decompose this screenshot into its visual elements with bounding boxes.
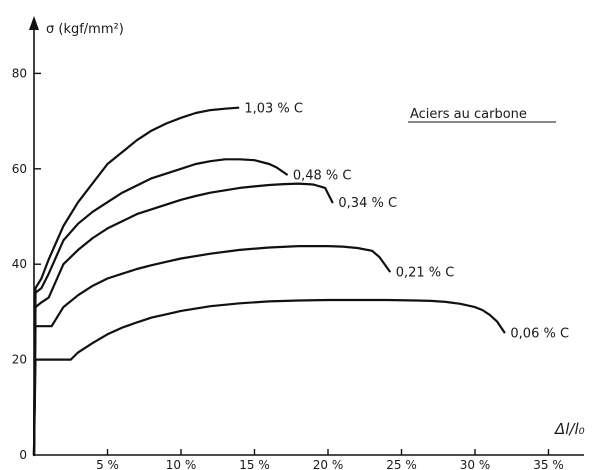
series-label: 0,48 % C — [293, 169, 352, 184]
y-tick-label: 60 — [12, 162, 27, 176]
y-tick-label: 40 — [12, 257, 27, 271]
y-axis-label: σ (kgf/mm²) — [46, 22, 124, 37]
y-ticks: 0 20 40 60 80 — [12, 66, 41, 462]
series-line — [32, 158, 288, 457]
x-tick-label: 25 % — [386, 458, 417, 470]
x-tick-label: 15 % — [239, 458, 270, 470]
series-label: 0,06 % C — [510, 326, 569, 341]
series-line — [32, 182, 334, 457]
series-line — [32, 106, 240, 457]
series-labels: 1,03 % C 0,48 % C 0,34 % C 0,21 % C 0,06 % C — [244, 102, 569, 342]
y-tick-label: 20 — [12, 353, 27, 367]
x-tick-label: 20 % — [313, 458, 344, 470]
series-label: 0,21 % C — [396, 265, 455, 280]
x-tick-label: 35 % — [533, 458, 564, 470]
series-line — [32, 298, 506, 457]
x-axis-label: Δl/l₀ — [554, 420, 585, 438]
chart-title: Aciers au carbone — [410, 107, 527, 122]
y-axis-arrowhead — [29, 16, 39, 30]
x-tick-label: 10 % — [166, 458, 197, 470]
curves — [32, 106, 506, 457]
y-tick-label: 80 — [12, 66, 27, 80]
x-tick-label: 30 % — [460, 458, 491, 470]
series-label: 1,03 % C — [244, 102, 303, 117]
series-label: 0,34 % C — [338, 196, 397, 211]
x-ticks: 5 % 10 % 15 % 20 % 25 % 30 % 35 % — [96, 449, 564, 470]
y-tick-label: 0 — [19, 448, 27, 462]
series-line — [32, 245, 391, 457]
x-tick-label: 5 % — [96, 458, 119, 470]
